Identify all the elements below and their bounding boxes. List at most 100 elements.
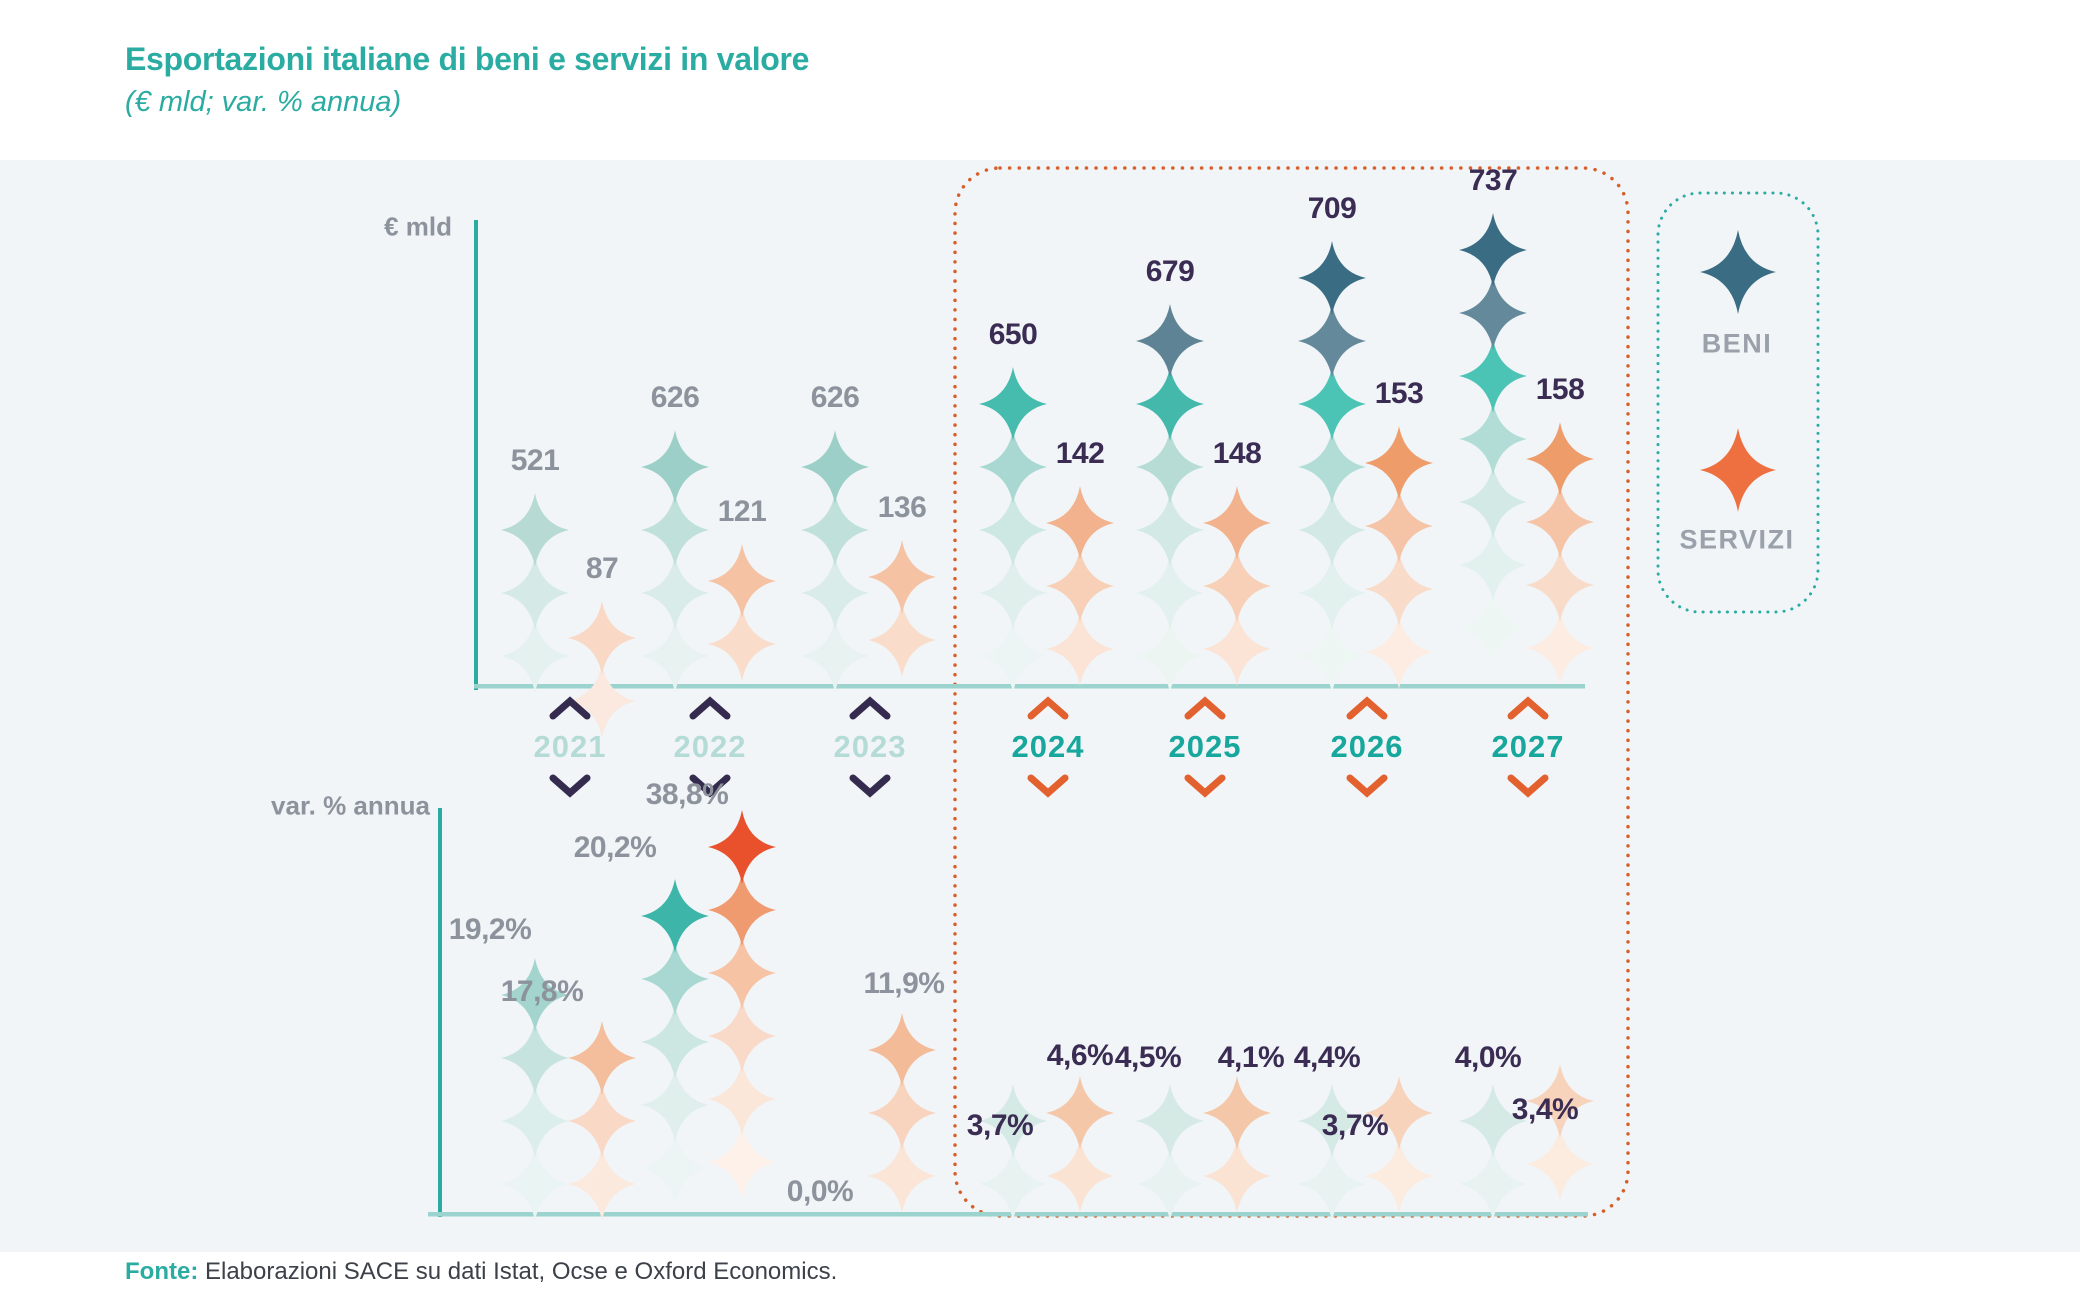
star-marker [1298, 1084, 1366, 1158]
star-marker [1136, 367, 1204, 441]
star-marker [1203, 549, 1271, 623]
star-marker [801, 619, 869, 693]
chevron-down-icon [1511, 778, 1545, 793]
star-marker [1203, 612, 1271, 686]
star-marker [979, 619, 1047, 693]
chevron-down-icon [553, 778, 587, 793]
star-marker [641, 1131, 709, 1205]
star-marker [1365, 426, 1433, 500]
star-marker [1459, 213, 1527, 287]
star-marker [1046, 486, 1114, 560]
star-marker [868, 1013, 936, 1087]
star-marker [868, 1076, 936, 1150]
star-marker [708, 999, 776, 1073]
chevron-up-icon [1188, 701, 1222, 716]
star-marker [801, 430, 869, 504]
star-marker [708, 873, 776, 947]
star-marker [1526, 548, 1594, 622]
star-marker [1298, 556, 1366, 630]
star-marker [708, 1125, 776, 1199]
star-marker [501, 619, 569, 693]
star-marker [979, 367, 1047, 441]
bottom-y-axis [438, 808, 442, 1217]
star-marker [708, 607, 776, 681]
star-marker [1136, 430, 1204, 504]
star-marker [1136, 1084, 1204, 1158]
star-marker [501, 493, 569, 567]
star-marker [1203, 1139, 1271, 1213]
star-marker [708, 1062, 776, 1136]
chevron-up-icon [853, 701, 887, 716]
star-marker [1136, 1147, 1204, 1221]
page-subtitle: (€ mld; var. % annua) [125, 86, 809, 119]
star-marker [568, 664, 636, 738]
star-marker [501, 556, 569, 630]
star-marker [1298, 241, 1366, 315]
header: Esportazioni italiane di beni e servizi … [125, 40, 809, 119]
star-marker [1526, 1127, 1594, 1201]
chevron-down-icon [693, 778, 727, 793]
top-x-axis [474, 684, 1585, 689]
star-marker [641, 556, 709, 630]
star-marker [1459, 1084, 1527, 1158]
star-marker [979, 430, 1047, 504]
page-title: Esportazioni italiane di beni e servizi … [125, 40, 809, 78]
legend-servizi-star-icon [1700, 428, 1776, 512]
star-marker [868, 540, 936, 614]
star-marker [568, 1147, 636, 1221]
star-marker [641, 493, 709, 567]
star-marker [1459, 339, 1527, 413]
star-marker [1459, 591, 1527, 665]
star-marker [708, 810, 776, 884]
star-marker [501, 1147, 569, 1221]
chevron-up-icon [1350, 701, 1384, 716]
star-marker [501, 958, 569, 1032]
chart-canvas [0, 0, 2080, 1302]
star-marker [1365, 1076, 1433, 1150]
star-marker [1136, 619, 1204, 693]
star-marker [641, 1005, 709, 1079]
star-marker [1203, 486, 1271, 560]
star-marker [1298, 493, 1366, 567]
star-marker [979, 1084, 1047, 1158]
star-marker [1459, 1147, 1527, 1221]
forecast-dotted-border [955, 168, 1628, 1216]
chevron-up-icon [1511, 701, 1545, 716]
star-marker [801, 493, 869, 567]
star-marker [1526, 485, 1594, 559]
star-marker [1046, 1076, 1114, 1150]
star-marker [1526, 611, 1594, 685]
star-marker [868, 1139, 936, 1213]
star-marker [1298, 430, 1366, 504]
star-marker [1298, 367, 1366, 441]
star-marker [568, 1084, 636, 1158]
star-marker [1136, 556, 1204, 630]
star-marker [641, 879, 709, 953]
star-marker [1046, 1139, 1114, 1213]
star-marker [708, 936, 776, 1010]
star-marker [501, 1021, 569, 1095]
chevron-down-icon [1188, 778, 1222, 793]
star-marker [979, 556, 1047, 630]
legend-beni-star-icon [1700, 230, 1776, 314]
star-marker [641, 942, 709, 1016]
star-marker [708, 544, 776, 618]
chevron-down-icon [1031, 778, 1065, 793]
source-text: Elaborazioni SACE su dati Istat, Ocse e … [198, 1258, 837, 1285]
top-y-axis [474, 220, 478, 690]
star-marker [501, 1084, 569, 1158]
star-marker [1136, 304, 1204, 378]
star-marker [1136, 493, 1204, 567]
chevron-down-icon [853, 778, 887, 793]
star-marker [1298, 304, 1366, 378]
chevron-down-icon [1350, 778, 1384, 793]
source-note: Fonte: Elaborazioni SACE su dati Istat, … [125, 1258, 837, 1286]
star-marker [641, 1068, 709, 1142]
star-marker [1365, 615, 1433, 689]
star-marker [1459, 276, 1527, 350]
star-marker [1365, 489, 1433, 563]
star-marker [1526, 422, 1594, 496]
star-marker [1365, 1139, 1433, 1213]
source-label: Fonte: [125, 1258, 198, 1285]
star-marker [1046, 549, 1114, 623]
